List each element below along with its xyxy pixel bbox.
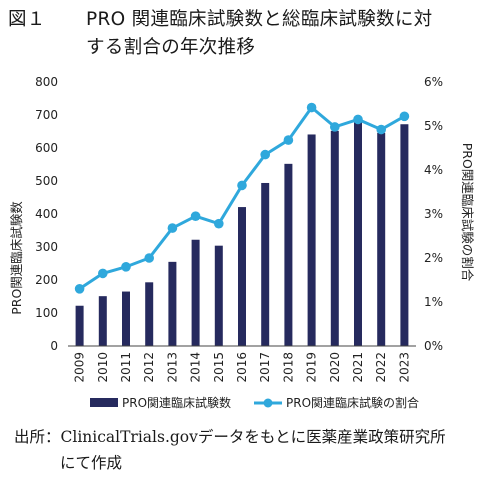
x-tick-label: 2014 (189, 352, 203, 383)
x-tick-label: 2022 (374, 352, 388, 383)
bar (122, 291, 130, 346)
figure-title-line1: PRO 関連臨床試験数と総臨床試験数に対 (86, 9, 433, 30)
x-tick-label: 2020 (328, 352, 342, 383)
bar (284, 163, 293, 346)
x-tick-label: 2019 (305, 352, 319, 383)
source-line2: にて作成 (60, 454, 123, 472)
line-point (190, 211, 201, 221)
bar-series (75, 122, 409, 346)
bar (400, 124, 409, 346)
bar (330, 130, 339, 346)
bar (238, 207, 246, 346)
legend-line-marker (263, 398, 273, 408)
x-tick-label: 2013 (165, 352, 179, 383)
line-point (121, 262, 131, 272)
legend-bar-label: PRO関連臨床試験数 (122, 395, 231, 410)
line-point (283, 135, 294, 145)
left-axis: 0 100 200 300 400 500 600 700 800 (35, 75, 58, 353)
x-tick-label: 2009 (73, 352, 87, 383)
x-tick-label: 2017 (258, 352, 272, 383)
bar (261, 182, 270, 346)
line-point (260, 149, 271, 160)
bar (377, 132, 386, 346)
bar (98, 296, 107, 346)
x-tick-label: 2021 (351, 352, 365, 383)
line-point (237, 180, 247, 191)
y-tick-label-left: 200 (35, 273, 58, 287)
legend-line-label: PRO関連臨床試験の割合 (286, 395, 419, 410)
x-tick-label: 2018 (281, 352, 295, 383)
line-point (167, 223, 178, 233)
bar (214, 245, 223, 346)
y-tick-label-left: 400 (35, 207, 58, 221)
y-tick-label-right: 1% (424, 295, 443, 309)
x-tick-label: 2011 (119, 352, 133, 383)
line-point (399, 111, 410, 122)
x-tick-label: 2023 (397, 352, 411, 383)
y-tick-label-left: 300 (35, 240, 58, 254)
y-tick-label-right: 3% (424, 207, 443, 221)
y-tick-label-right: 4% (424, 163, 443, 177)
bar (307, 134, 316, 346)
y-tick-label-left: 100 (35, 306, 58, 320)
x-tick-label: 2016 (235, 352, 249, 383)
line-point (306, 102, 317, 113)
x-axis: 2009 2010 2011 2012 2013 2014 2015 2016 2017 2018… (68, 345, 416, 383)
y-tick-label-left: 700 (35, 108, 58, 122)
chart: 0 100 200 300 400 500 600 700 800 0% 1% 2% 3% 4% 5% 6%… (9, 75, 475, 410)
y-tick-label-left: 800 (35, 75, 58, 89)
line-point (144, 253, 154, 263)
y-axis-label-left: PRO関連臨床試験数 (9, 201, 24, 315)
line-point (330, 122, 340, 132)
line-series (74, 102, 410, 294)
y-tick-label-left: 500 (35, 174, 58, 188)
bar (75, 305, 84, 346)
x-tick-label: 2015 (212, 352, 226, 383)
legend-bar-swatch (90, 398, 118, 407)
line-point (376, 124, 387, 135)
bar (145, 282, 154, 346)
y-tick-label-left: 0 (50, 339, 58, 353)
bar (168, 261, 177, 346)
y-tick-label-right: 5% (424, 119, 443, 133)
figure-title-line2: する割合の年次推移 (86, 37, 256, 58)
figure-title: 図１ PRO 関連臨床試験数と総臨床試験数に対 する割合の年次推移 (8, 6, 494, 62)
x-tick-label: 2010 (96, 352, 110, 383)
y-tick-label-right: 0% (424, 339, 443, 353)
right-axis: 0% 1% 2% 3% 4% 5% 6% (424, 75, 443, 353)
y-axis-label-right: PRO関連臨床試験の割合 (460, 143, 475, 282)
legend: PRO関連臨床試験数 PRO関連臨床試験の割合 (90, 395, 419, 410)
y-tick-label-right: 2% (424, 251, 443, 265)
x-tick-label: 2012 (142, 352, 156, 383)
line-point (214, 218, 224, 229)
source-note: 出所：ClinicalTrials.govデータをもとに医薬産業政策研究所 にて… (14, 424, 494, 476)
source-line1: 出所：ClinicalTrials.govデータをもとに医薬産業政策研究所 (14, 428, 446, 446)
y-tick-label-left: 600 (35, 141, 58, 155)
bar (191, 239, 200, 346)
line-point (74, 284, 85, 294)
figure-number: 図１ (8, 9, 46, 30)
line-point (98, 268, 108, 279)
bar (354, 122, 362, 346)
y-tick-label-right: 6% (424, 75, 443, 89)
line-point (353, 114, 363, 125)
